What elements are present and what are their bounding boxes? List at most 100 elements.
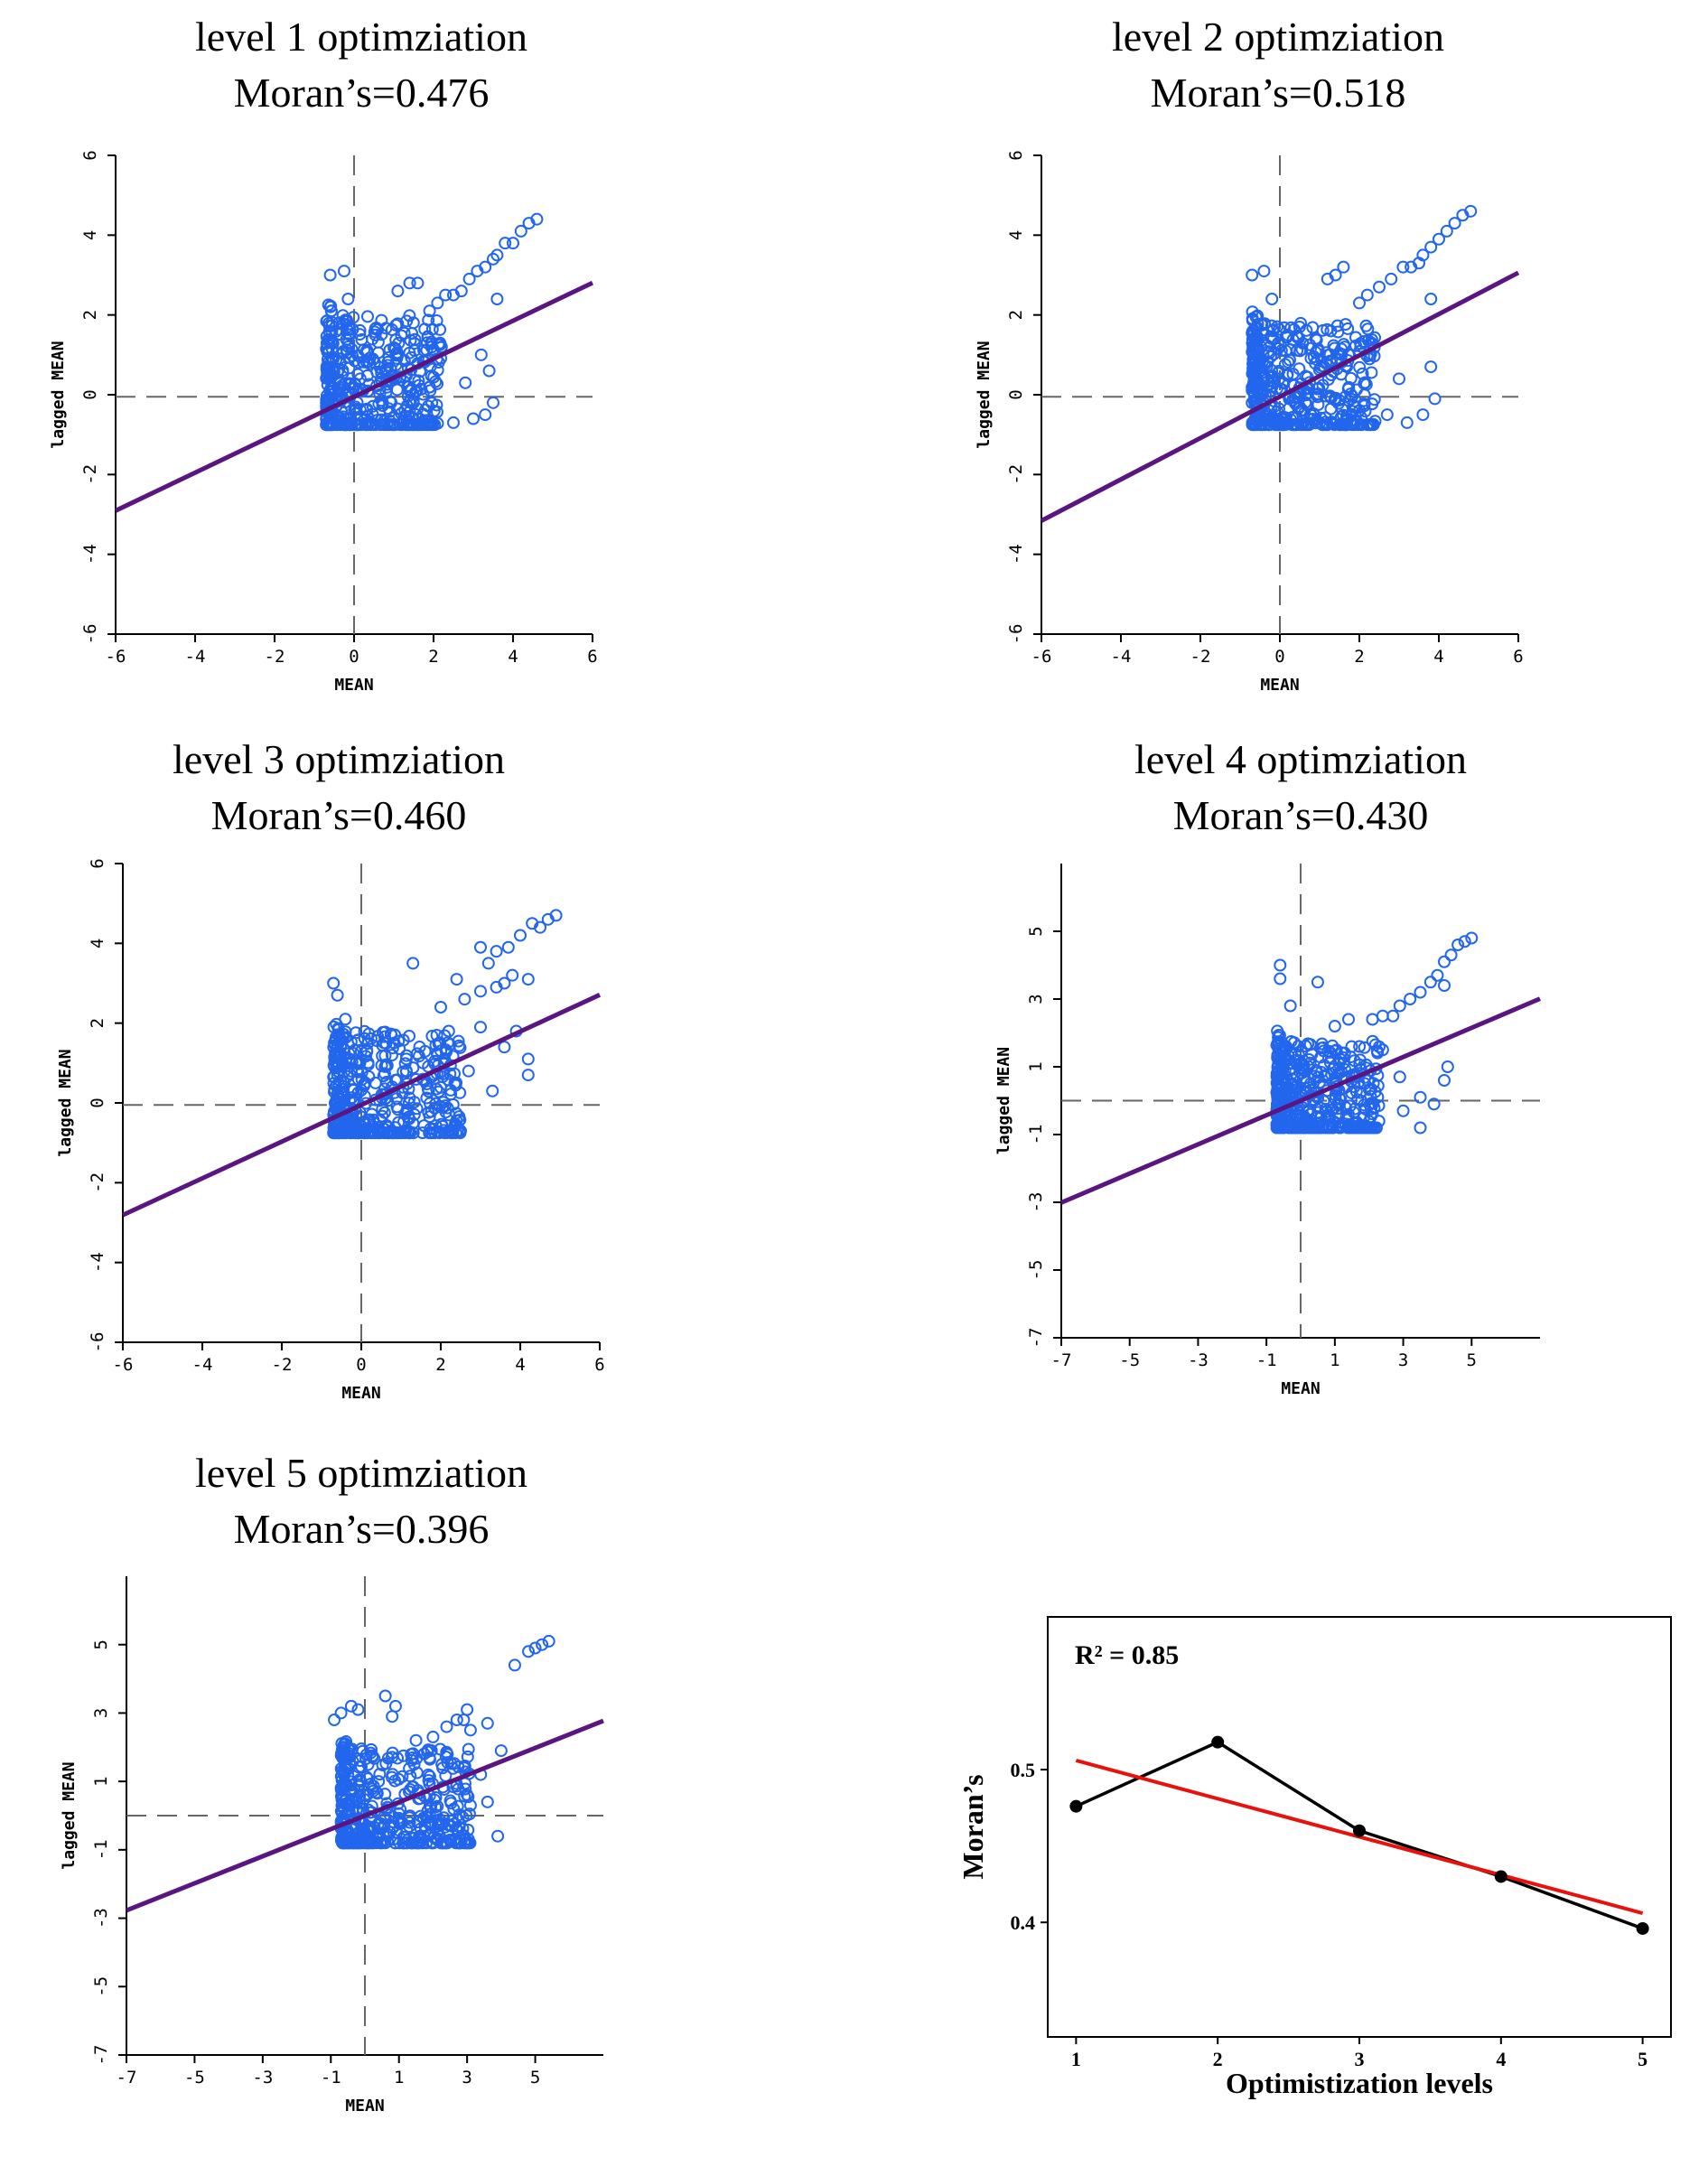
data-point — [351, 1033, 365, 1047]
y-tick-label: 6 — [1006, 150, 1026, 160]
y-axis-label: lagged MEAN — [60, 1761, 79, 1869]
data-point — [462, 272, 476, 285]
data-point — [521, 1052, 535, 1066]
data-point — [377, 1810, 390, 1824]
data-point — [359, 1748, 373, 1761]
data-point — [333, 322, 347, 336]
x-tick-label: 5 — [1638, 2048, 1647, 2070]
y-tick-label: -4 — [1006, 544, 1026, 565]
data-point — [467, 412, 480, 425]
x-tick-label: -5 — [1119, 1350, 1140, 1370]
data-point — [461, 1703, 474, 1716]
data-point — [1279, 330, 1293, 343]
data-point — [438, 1820, 452, 1834]
data-point — [1423, 976, 1437, 989]
data-point — [408, 385, 422, 398]
data-point — [1311, 1070, 1325, 1084]
data-point — [342, 322, 356, 335]
y-tick-label: 0 — [88, 1098, 107, 1107]
regression-line — [121, 993, 602, 1218]
data-point — [447, 416, 460, 429]
x-axis-label: MEAN — [334, 676, 373, 695]
x-tick-label: -7 — [117, 2068, 137, 2088]
x-tick-label: 5 — [530, 2068, 540, 2088]
data-point — [1272, 1078, 1285, 1091]
regression-line — [126, 1718, 604, 1913]
data-point — [453, 1086, 467, 1099]
data-point — [369, 418, 382, 432]
data-point — [341, 346, 354, 360]
data-point — [1334, 368, 1348, 381]
x-tick-label: -1 — [1256, 1350, 1277, 1370]
x-tick-label: 1 — [1071, 2048, 1081, 2070]
data-point — [1328, 392, 1341, 406]
y-tick-label: -7 — [91, 2045, 111, 2066]
data-point — [376, 396, 389, 409]
data-point — [411, 276, 425, 290]
data-point — [1358, 1102, 1372, 1116]
data-point — [1275, 1053, 1289, 1067]
x-tick-label: 2 — [428, 647, 438, 667]
data-point — [431, 1817, 444, 1831]
data-point — [514, 224, 527, 238]
x-axis-label: MEAN — [1260, 676, 1299, 695]
x-tick-label: 5 — [1467, 1350, 1477, 1370]
x-axis-label: MEAN — [345, 2097, 384, 2116]
y-tick-label: 0.4 — [1011, 1911, 1036, 1934]
data-point — [331, 988, 344, 1002]
x-tick-label: -4 — [185, 647, 206, 667]
y-axis-label: lagged MEAN — [994, 1047, 1013, 1154]
scatter-chart-1: -6 -4 -2 0 2 4 6 -6 -4 -2 0 2 4 6 MEAN lagged MEAN — [49, 150, 598, 695]
data-point — [324, 299, 338, 313]
data-point — [1385, 272, 1398, 285]
panel-1-title-line1: level 1 optimziation — [195, 14, 527, 60]
y-tick-label: 0 — [80, 389, 100, 399]
data-point — [377, 1069, 390, 1083]
panel-5-title: level 5 optimziation Moran’s=0.396 — [135, 1445, 587, 1557]
x-tick-label: 0 — [356, 1355, 366, 1375]
data-point — [1310, 1110, 1323, 1124]
y-tick-label: 0 — [1006, 389, 1026, 399]
regression-line — [1040, 270, 1520, 523]
data-point — [352, 1126, 366, 1140]
data-point — [457, 1714, 471, 1726]
data-point — [1246, 336, 1259, 350]
data-point — [357, 1079, 370, 1093]
data-point — [442, 1073, 455, 1087]
data-point — [432, 1085, 445, 1098]
data-point — [1337, 1056, 1350, 1069]
regression-line — [114, 280, 594, 513]
data-point — [421, 1811, 434, 1825]
data-point — [388, 1126, 402, 1140]
data-point — [397, 375, 411, 388]
data-point — [430, 1832, 443, 1845]
y-tick-label: -4 — [88, 1252, 107, 1273]
data-point — [344, 1699, 358, 1713]
data-point — [423, 380, 436, 394]
data-point — [1444, 948, 1458, 962]
y-axis-label: lagged MEAN — [975, 341, 994, 448]
data-point — [1271, 1116, 1284, 1130]
data-point — [379, 1037, 393, 1051]
data-point — [487, 252, 499, 266]
data-point — [430, 406, 443, 419]
data-point — [482, 364, 496, 378]
data-point — [391, 1751, 405, 1765]
data-point — [357, 1126, 370, 1140]
data-point — [1345, 1040, 1358, 1053]
data-point — [338, 265, 350, 278]
y-tick-label: -3 — [91, 1908, 111, 1929]
data-point — [1246, 312, 1259, 325]
data-point — [1358, 1041, 1371, 1054]
data-point — [403, 1091, 416, 1105]
data-point — [358, 1032, 371, 1045]
data-point — [490, 945, 503, 958]
y-tick-label: -2 — [88, 1172, 107, 1193]
y-tick-label: 4 — [88, 939, 107, 948]
data-point — [329, 1055, 342, 1069]
data-point — [471, 265, 484, 278]
data-point — [392, 1034, 406, 1048]
data-point — [409, 1836, 423, 1850]
data-point — [1315, 1037, 1329, 1051]
regression-line — [1060, 996, 1541, 1205]
